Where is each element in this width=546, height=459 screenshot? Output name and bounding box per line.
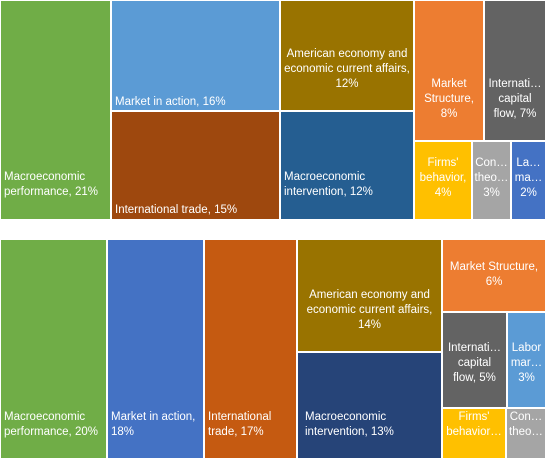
treemap-label-2-consumer-theory: Con… theo… — [509, 411, 543, 438]
treemap-tile-1-international-trade — [111, 111, 280, 220]
treemap-label-2-macroeconomic-intervention: Macroeconomic intervention, 13% — [305, 411, 394, 438]
treemap-label-1-international-capital-flow: Internati… capital flow, 7% — [488, 78, 542, 120]
treemap-label-2-market-structure: Market Structure, 6% — [449, 261, 539, 288]
treemap-label-2-international-capital-flow: Internati… capital flow, 5% — [447, 342, 502, 384]
treemap-tile-2-macroeconomic-performance — [0, 239, 107, 459]
treemap-tile-1-market-structure — [414, 0, 484, 141]
treemap-label-2-international-trade: International trade, 17% — [208, 411, 272, 438]
treemap-tile-1-american-economy-and-economic-current-affairs — [280, 0, 414, 111]
treemap-tile-2-international-trade — [204, 239, 297, 459]
treemap-tile-2-american-economy-and-economic-current-affairs — [297, 239, 442, 352]
treemap-label-2-labor-market: Labor mar… 3% — [510, 342, 543, 384]
treemap-tile-1-labor-market — [511, 141, 546, 220]
treemap-tile-1-macroeconomic-intervention — [280, 111, 414, 220]
treemap-tile-2-international-capital-flow — [442, 312, 507, 408]
treemap-tile-1-market-in-action — [111, 0, 280, 111]
treemap-label-2-firms-behavior: Firms' behavior… — [446, 411, 502, 438]
treemap-label-1-firms-behavior: Firms' behavior, 4% — [419, 157, 467, 199]
treemap-label-1-consumer-theory: Con… theo… 3% — [474, 157, 509, 199]
treemap-label-1-american-economy-and-economic-current-affairs: American economy and economic current af… — [284, 48, 410, 90]
treemap-label-2-macroeconomic-performance: Macroeconomic performance, 20% — [4, 411, 98, 438]
treemap-label-1-macroeconomic-intervention: Macroeconomic intervention, 12% — [284, 171, 373, 198]
treemap-tile-1-firms-behavior — [414, 141, 472, 220]
treemap-label-1-market-in-action: Market in action, 16% — [115, 96, 226, 108]
treemap-label-1-international-trade: International trade, 15% — [115, 204, 238, 216]
treemap-label-1-market-structure: Market Structure, 8% — [424, 78, 474, 120]
treemap-tile-2-labor-market — [507, 312, 546, 408]
treemap-label-2-market-in-action: Market in action, 18% — [111, 411, 196, 438]
treemap-tile-2-firms-behavior — [442, 408, 506, 459]
treemap-label-1-macroeconomic-performance: Macroeconomic performance, 21% — [4, 171, 98, 198]
treemap-tile-1-macroeconomic-performance — [0, 0, 111, 220]
treemap-tile-2-macroeconomic-intervention — [297, 352, 442, 459]
treemap-label-2-american-economy-and-economic-current-affairs: American economy and economic current af… — [306, 289, 433, 331]
treemap-tile-2-market-in-action — [107, 239, 204, 459]
treemap-tile-1-international-capital-flow — [484, 0, 546, 141]
treemap-tile-1-consumer-theory — [472, 141, 511, 220]
treemap-label-1-labor-market: La… ma… 2% — [514, 157, 543, 199]
treemap-tile-2-market-structure — [442, 239, 546, 312]
